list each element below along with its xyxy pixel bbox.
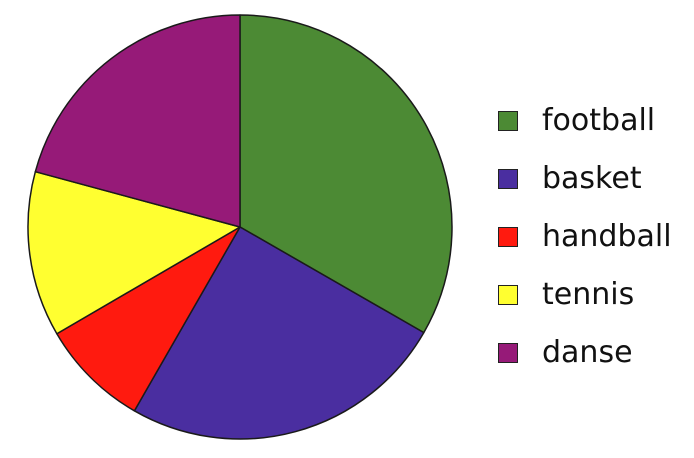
- pie-slice-basket: [133, 226, 425, 440]
- pie-slice-danse: [34, 14, 241, 228]
- legend-item-danse: danse: [498, 324, 688, 382]
- legend-item-basket: basket: [498, 150, 688, 208]
- legend-swatch-basket: [498, 169, 518, 189]
- pie-slice-handball: [56, 226, 241, 412]
- pie-slice-football: [239, 14, 453, 334]
- legend: football basket handball tennis danse: [498, 92, 688, 382]
- legend-item-tennis: tennis: [498, 266, 688, 324]
- legend-swatch-football: [498, 111, 518, 131]
- legend-swatch-handball: [498, 227, 518, 247]
- legend-item-football: football: [498, 92, 688, 150]
- legend-label-danse: danse: [542, 335, 633, 370]
- pie-slice-tennis: [27, 170, 241, 335]
- legend-label-basket: basket: [542, 161, 642, 196]
- legend-label-handball: handball: [542, 219, 672, 254]
- legend-label-tennis: tennis: [542, 277, 635, 312]
- legend-swatch-tennis: [498, 285, 518, 305]
- legend-item-handball: handball: [498, 208, 688, 266]
- legend-label-football: football: [542, 103, 656, 138]
- legend-swatch-danse: [498, 343, 518, 363]
